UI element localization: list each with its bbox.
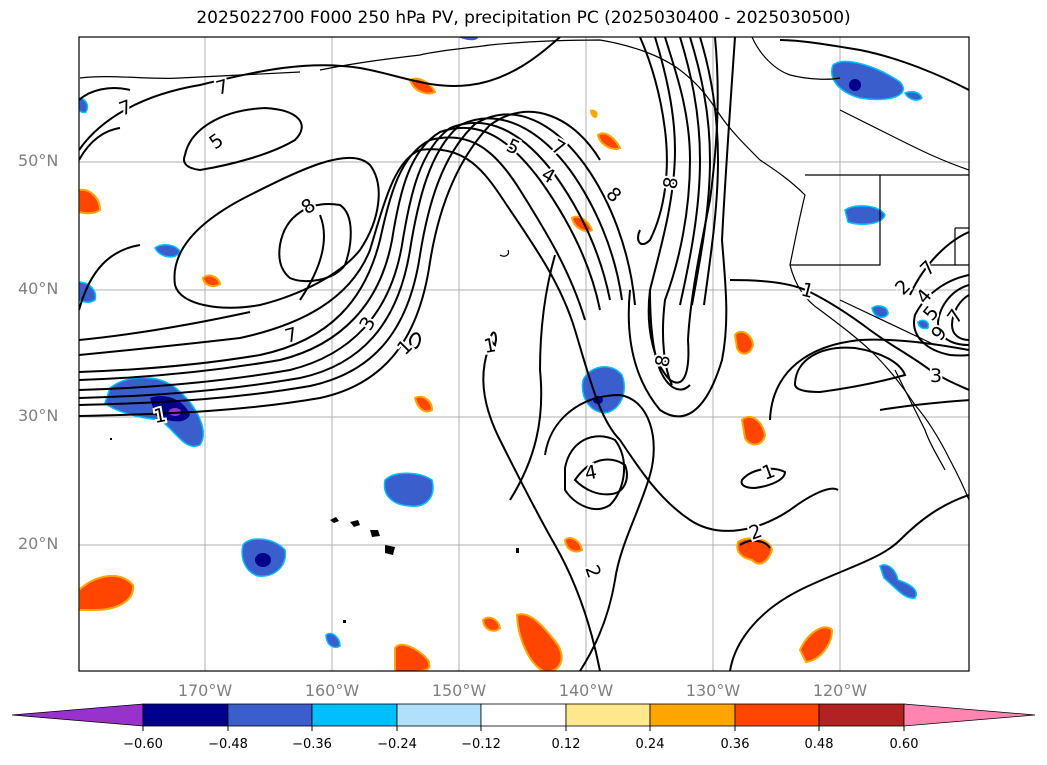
contour-label: 3 — [930, 365, 942, 387]
gridlines — [79, 37, 969, 671]
colorbar-tick-label: 0.60 — [889, 737, 919, 752]
contour-label: 7 — [116, 96, 135, 121]
colorbar-tick-label: 0.48 — [804, 737, 834, 752]
contour-label: 1 — [393, 335, 417, 359]
colorbar-tick-label: 0.24 — [635, 737, 665, 752]
colorbar-extend-high — [903, 703, 1036, 727]
pv-contours — [79, 37, 969, 671]
lon-label: 150°W — [431, 681, 487, 700]
colorbar-swatch — [734, 703, 820, 727]
lat-label: 20°N — [18, 534, 59, 553]
contour-label: 8 — [651, 353, 675, 369]
contour-label: 7 — [283, 323, 300, 347]
contour-label: 2 — [891, 275, 915, 299]
colorbar-tick-label: −0.60 — [123, 737, 163, 752]
contour-label: 5 — [205, 129, 228, 154]
coastlines — [79, 37, 969, 501]
colorbar-tick-label: 0.12 — [551, 737, 581, 752]
colorbar-tick-label: −0.48 — [208, 737, 248, 752]
lon-label: 140°W — [558, 681, 614, 700]
islands — [110, 438, 519, 623]
colorbar-extend-low — [11, 703, 144, 727]
lat-label: 50°N — [18, 151, 59, 170]
colorbar-ticks — [142, 726, 905, 731]
colorbar-swatch — [227, 703, 313, 727]
colorbar-swatch — [565, 703, 651, 727]
lon-label: 170°W — [177, 681, 233, 700]
colorbar-tick-label: 0.36 — [720, 737, 750, 752]
contour-label: 8 — [601, 183, 625, 207]
colorbar-swatch — [649, 703, 736, 727]
colorbar-tick-label: −0.12 — [461, 737, 501, 752]
colorbar-swatch — [396, 703, 482, 727]
contour-label: 9 — [927, 322, 952, 345]
contour-label: 4 — [583, 461, 599, 485]
colorbar-swatch — [480, 703, 567, 727]
contour-label: 8 — [659, 175, 683, 191]
colorbar-swatch — [311, 703, 398, 727]
contour-label: 7 — [548, 135, 569, 160]
map-title: 2025022700 F000 250 hPa PV, precipitatio… — [196, 8, 851, 28]
contour-label: 8 — [297, 194, 320, 219]
colorbar-swatch — [142, 703, 229, 727]
colorbar — [11, 703, 1036, 731]
lon-label: 120°W — [812, 681, 868, 700]
map-frame — [78, 36, 970, 672]
lat-label: 30°N — [18, 406, 59, 425]
colorbar-tick-label: −0.24 — [377, 737, 417, 752]
lat-label: 40°N — [18, 279, 59, 298]
colorbar-tick-label: −0.36 — [292, 737, 332, 752]
lon-label: 160°W — [304, 681, 360, 700]
contour-label: 1 — [759, 460, 778, 485]
contour-label: 2 — [580, 562, 605, 581]
colorbar-swatch — [818, 703, 905, 727]
precip-positive — [79, 77, 834, 671]
lon-label: 130°W — [685, 681, 741, 700]
contour-label: 1 — [799, 279, 816, 303]
